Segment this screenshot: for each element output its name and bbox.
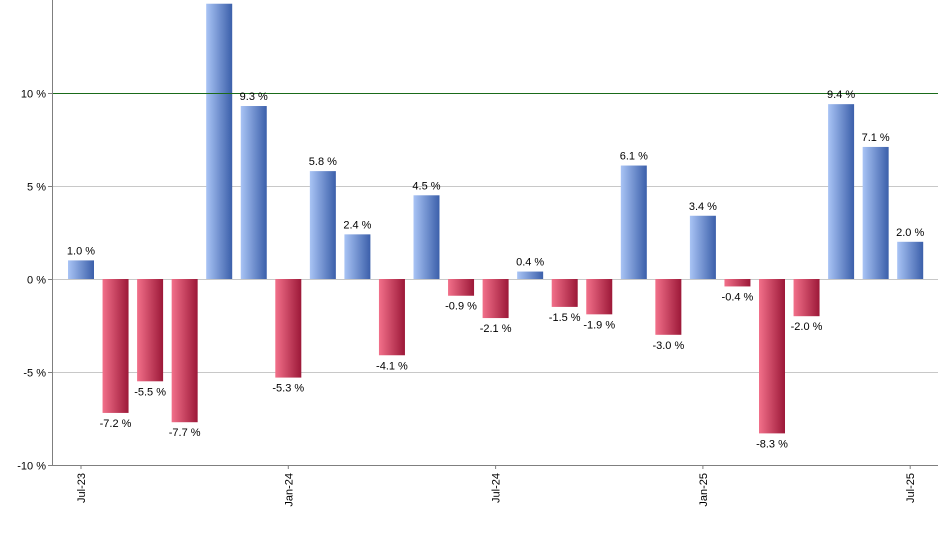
y-tick-label: 0 % xyxy=(27,275,46,287)
bars xyxy=(68,3,924,434)
bar-apr-25 xyxy=(793,279,820,317)
data-label-jan-24: -5.3 % xyxy=(272,383,304,395)
data-label-nov-24: 6.1 % xyxy=(620,151,648,163)
x-tick-label: Jul-25 xyxy=(905,473,917,503)
y-tick-label: -5 % xyxy=(23,368,46,380)
axes: -10 % -5 % 0 % 5 % 10 % Jul-23 Jan-24 Jul-24 Jan… xyxy=(17,0,938,507)
bar-may-24 xyxy=(413,195,440,279)
bar-feb-25 xyxy=(724,279,751,287)
x-tick-label: Jul-24 xyxy=(491,473,503,503)
data-label-feb-25: -0.4 % xyxy=(722,291,754,303)
data-label-nov-23: 14.8 % xyxy=(202,0,236,1)
data-label-may-24: 4.5 % xyxy=(412,180,440,192)
data-label-jun-25: 7.1 % xyxy=(862,132,890,144)
data-labels: 1.0 % -7.2 % -5.5 % -7.7 % 14.8 % 9.3 % -5.3 %… xyxy=(67,0,925,450)
bar-aug-23 xyxy=(102,279,129,413)
bar-apr-24 xyxy=(378,279,405,356)
bar-mar-25 xyxy=(759,279,785,434)
bar-sep-23 xyxy=(137,279,164,382)
x-tick-label: Jan-24 xyxy=(283,473,295,507)
data-label-apr-24: -4.1 % xyxy=(376,360,408,372)
bar-jun-25 xyxy=(862,146,889,279)
bar-jun-24 xyxy=(448,279,475,296)
bar-nov-23 xyxy=(206,3,233,279)
data-label-dec-23: 9.3 % xyxy=(240,91,268,103)
data-label-apr-25: -2.0 % xyxy=(791,321,823,333)
data-label-oct-24: -1.9 % xyxy=(583,319,615,331)
data-label-dec-24: -3.0 % xyxy=(652,340,684,352)
data-label-sep-24: -1.5 % xyxy=(549,312,581,324)
data-label-aug-24: 0.4 % xyxy=(516,257,544,269)
y-tick-label: 10 % xyxy=(21,89,46,101)
x-tick-label: Jan-25 xyxy=(698,473,710,507)
bar-mar-24 xyxy=(344,234,371,279)
x-tick-label: Jul-23 xyxy=(76,473,88,503)
bar-jan-25 xyxy=(689,215,716,279)
data-label-mar-24: 2.4 % xyxy=(343,219,371,231)
bar-may-25 xyxy=(828,104,855,279)
bar-jul-23 xyxy=(68,260,94,279)
data-label-jul-24: -2.1 % xyxy=(480,323,512,335)
bar-oct-23 xyxy=(171,279,198,423)
bar-feb-24 xyxy=(309,171,336,279)
bar-dec-24 xyxy=(655,279,682,335)
bar-sep-24 xyxy=(551,279,578,307)
bar-jul-25 xyxy=(897,241,924,279)
data-label-aug-23: -7.2 % xyxy=(100,418,132,430)
data-label-jun-24: -0.9 % xyxy=(445,301,477,313)
bar-dec-23 xyxy=(240,106,267,280)
bar-nov-24 xyxy=(620,165,647,279)
y-tick-label: 5 % xyxy=(27,182,46,194)
data-label-may-25: 9.4 % xyxy=(827,89,855,101)
data-label-oct-23: -7.7 % xyxy=(169,427,201,439)
bar-jan-24 xyxy=(275,279,302,378)
data-label-jul-25: 2.0 % xyxy=(896,227,924,239)
data-label-feb-24: 5.8 % xyxy=(309,156,337,168)
data-label-sep-23: -5.5 % xyxy=(134,386,166,398)
data-label-jul-23: 1.0 % xyxy=(67,245,95,257)
data-label-mar-25: -8.3 % xyxy=(756,438,788,450)
bar-jul-24 xyxy=(482,279,509,319)
bar-oct-24 xyxy=(586,279,613,315)
y-tick-label: -10 % xyxy=(17,461,46,473)
data-label-jan-25: 3.4 % xyxy=(689,201,717,213)
bar-aug-24 xyxy=(517,271,544,279)
